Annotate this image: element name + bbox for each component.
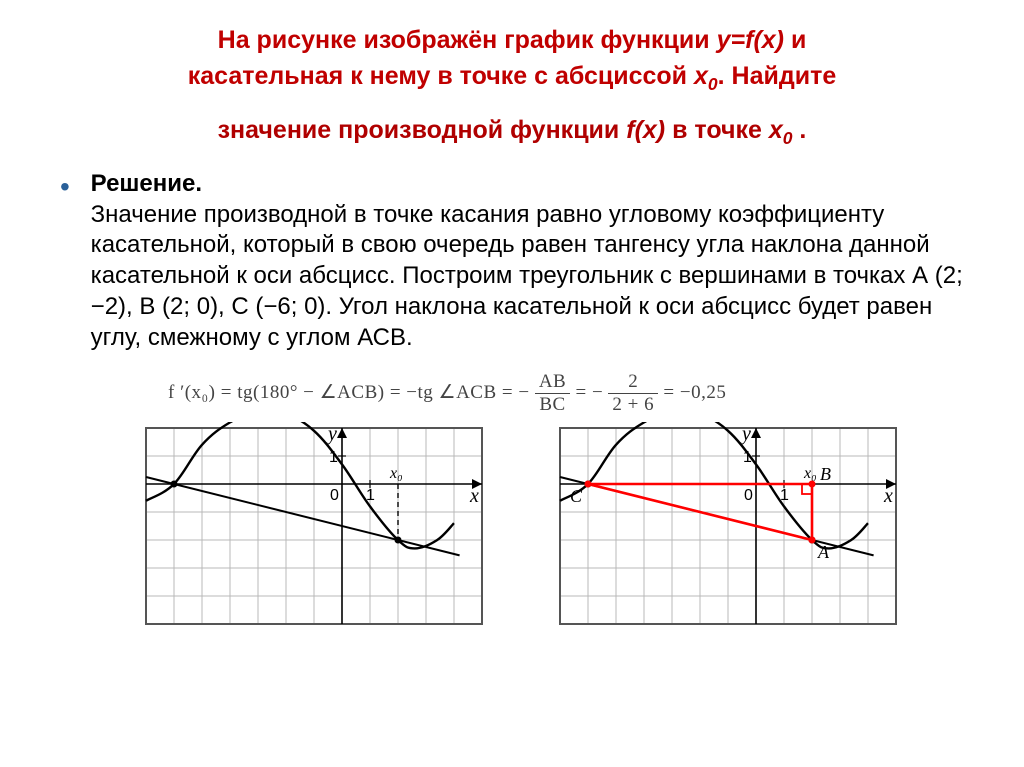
svg-text:x₀: x₀ <box>803 465 817 482</box>
svg-text:B: B <box>820 464 831 484</box>
solution-text: Значение производной в точке касания рав… <box>91 201 963 351</box>
solution-body: Решение. Значение производной в точке ка… <box>91 169 971 353</box>
title-line3: значение производной функции f(x) в точк… <box>218 112 807 151</box>
chart-left: yx110x₀ <box>138 422 492 640</box>
svg-text:x₀: x₀ <box>389 465 403 482</box>
problem-title: На рисунке изображён график функции y=f(… <box>48 22 976 151</box>
solution-label: Решение. <box>91 170 202 197</box>
svg-text:0: 0 <box>330 487 339 504</box>
title-line2: касательная к нему в точке с абсциссой x… <box>188 62 837 90</box>
svg-text:A: A <box>817 542 830 562</box>
chart-row: yx110x₀ yx110x₀ABC <box>138 422 976 640</box>
svg-text:x: x <box>469 485 479 507</box>
chart-right: yx110x₀ABC <box>552 422 906 640</box>
svg-text:y: y <box>740 423 751 445</box>
formula: f ′(x₀) = tg(180° − ∠ACB) = −tg ∠ACB = −… <box>168 371 976 416</box>
svg-text:0: 0 <box>744 487 753 504</box>
svg-text:x: x <box>883 485 893 507</box>
solution-block: • Решение. Значение производной в точке … <box>66 169 976 353</box>
svg-text:y: y <box>326 423 337 445</box>
svg-text:C: C <box>570 486 583 506</box>
title-line1: На рисунке изображён график функции y=f(… <box>218 26 807 54</box>
bullet-icon: • <box>60 169 84 205</box>
